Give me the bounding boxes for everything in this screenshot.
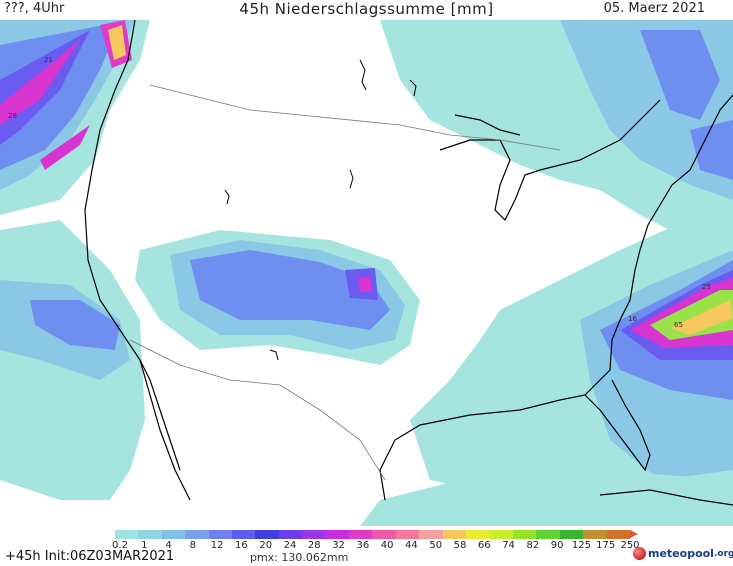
color-scale-segment (161, 530, 186, 539)
color-scale-bar (115, 530, 630, 539)
precipitation-map: 21 28 16 25 65 (0, 20, 733, 526)
color-scale-label: 32 (332, 540, 345, 551)
color-scale-label: 50 (429, 540, 443, 551)
precip-region-gulf (360, 470, 733, 526)
color-scale-label: 20 (259, 540, 273, 551)
logo-text: meteopool (648, 547, 714, 560)
color-scale-label: 82 (526, 540, 540, 551)
color-scale-segment (185, 530, 209, 539)
logo-ball-icon (633, 547, 646, 560)
precip-region-northeast (380, 20, 733, 250)
color-scale-label: 74 (502, 540, 515, 551)
map-title: 45h Niederschlagssumme [mm] (239, 0, 494, 18)
color-scale-label: 125 (571, 540, 591, 551)
color-scale-label: 12 (210, 540, 224, 551)
color-scale-label: 44 (405, 540, 418, 551)
color-scale-segment (232, 530, 256, 539)
color-scale-label: 8 (189, 540, 197, 551)
color-scale-label: 40 (380, 540, 394, 551)
color-scale-segment (278, 530, 303, 539)
forecast-day-label: ???, 4Uhr (4, 1, 65, 16)
color-scale-segment (138, 530, 162, 539)
color-scale-label: 1 (141, 540, 148, 551)
color-scale-label: 250 (620, 540, 640, 551)
precip-region-northwest (0, 20, 150, 215)
logo-tld: .org (713, 548, 733, 559)
color-scale-label: 175 (596, 540, 616, 551)
precip-region-plains (135, 230, 420, 365)
color-scale-segment (372, 530, 396, 539)
color-scale-segment (442, 530, 467, 539)
color-scale-segment (606, 530, 630, 539)
color-scale-segment (302, 530, 326, 539)
label-se-a: 16 (628, 315, 637, 323)
color-scale-segment (512, 530, 537, 539)
color-scale-segment (115, 530, 139, 539)
init-time: +45h Init:06Z03MAR2021 (5, 549, 175, 564)
color-scale-segment (325, 530, 350, 539)
color-scale-arrow-icon (630, 530, 638, 538)
color-scale-segment (395, 530, 420, 539)
coastlines (84, 20, 733, 506)
color-scale-label: 4 (165, 540, 172, 551)
color-scale-segment (466, 530, 490, 539)
lakes (224, 59, 417, 361)
label-nw-a: 21 (44, 56, 53, 64)
color-scale-label: 24 (283, 540, 297, 551)
label-nw-b: 28 (8, 112, 17, 120)
color-scale-label: 36 (356, 540, 370, 551)
color-scale-labels: 0.2 1 4 8 12 16 20 24 28 32 36 40 44 50 58 66 74 82 90 125 1… (112, 540, 640, 552)
color-scale-segment (349, 530, 373, 539)
color-scale-segment (255, 530, 279, 539)
forecast-date: 05. Maerz 2021 (603, 1, 705, 16)
color-scale-label: 28 (307, 540, 321, 551)
color-scale-segment (208, 530, 233, 539)
precip-region-southeast (410, 200, 733, 526)
color-scale-label: 58 (453, 540, 467, 551)
color-scale-segment (559, 530, 584, 539)
borders (129, 84, 561, 481)
meteopool-logo[interactable]: meteopool .org (633, 547, 733, 560)
color-scale-label: 0.2 (112, 540, 128, 551)
precip-max: pmx: 130.062mm (250, 551, 349, 564)
color-scale-label: 66 (477, 540, 491, 551)
color-scale-segment (419, 530, 443, 539)
color-scale-label: 16 (235, 540, 248, 551)
color-scale-segment (536, 530, 560, 539)
color-scale-segment (583, 530, 607, 539)
color-scale-label: 90 (550, 540, 564, 551)
label-se-b: 25 (702, 283, 711, 291)
color-scale-segment (489, 530, 513, 539)
label-se-max: 65 (674, 321, 683, 329)
precip-region-california (0, 220, 145, 500)
